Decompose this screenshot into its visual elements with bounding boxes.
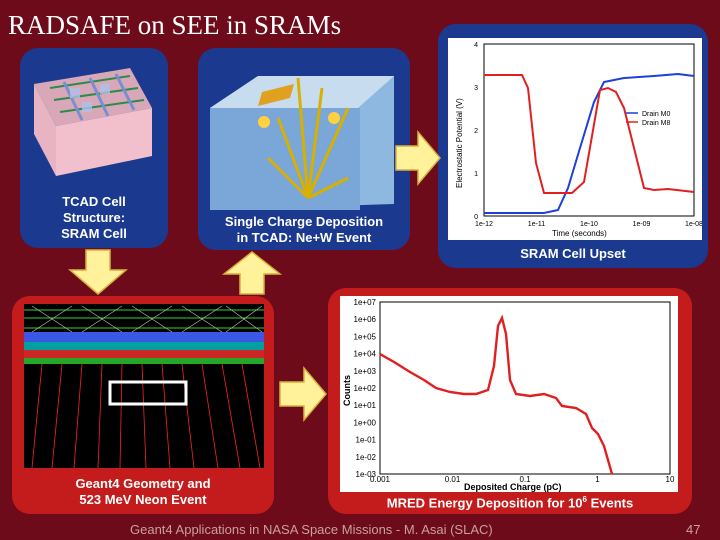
mred-x-tick: 10	[666, 475, 675, 484]
upset-y-tick: 4	[474, 42, 478, 49]
mred-caption: MRED Energy Deposition for 106 Events	[328, 492, 692, 511]
arrow-right-to-mred	[279, 365, 327, 423]
panel-sram-upset: Electrostatic Potential (V) Time (second…	[438, 24, 708, 268]
panel-tcad-cell: TCAD Cell Structure: SRAM Cell	[20, 48, 168, 248]
geant4-event-image	[24, 304, 264, 469]
panel-charge-deposition: Single Charge Deposition in TCAD: Ne+W E…	[198, 48, 410, 250]
charge-deposition-caption: Single Charge Deposition in TCAD: Ne+W E…	[224, 214, 384, 245]
mred-y-tick: 1e+02	[354, 384, 377, 393]
mred-y-tick: 1e+07	[354, 298, 377, 307]
mred-x-tick: 0.1	[519, 475, 531, 484]
mred-y-tick: 1e+01	[354, 401, 377, 410]
mred-x-tick: 0.001	[370, 475, 391, 484]
mred-y-tick: 1e+03	[354, 367, 377, 376]
slide-title: RADSAFE on SEE in SRAMs	[8, 10, 342, 40]
upset-chart: Electrostatic Potential (V) Time (second…	[455, 42, 703, 238]
mred-caption-exponent: 6	[582, 495, 587, 504]
page-number: 47	[686, 522, 701, 537]
sram-upset-caption: SRAM Cell Upset	[520, 246, 626, 261]
legend-drain-m8: Drain M8	[642, 120, 671, 127]
upset-y-tick: 2	[474, 128, 478, 135]
upset-y-axis-label: Electrostatic Potential (V)	[455, 98, 464, 188]
upset-y-tick: 3	[474, 85, 478, 92]
upset-y-tick: 0	[474, 214, 478, 221]
mred-caption-tail: Events	[586, 495, 634, 511]
sram-upset-plot: Electrostatic Potential (V) Time (second…	[448, 38, 703, 240]
upset-x-ticks: 1e-12 1e-11 1e-10 1e-09 1e-08	[475, 221, 703, 228]
arrow-down-to-geant4	[68, 249, 128, 295]
charge-deposition-image	[210, 76, 394, 210]
mred-x-tick: 1	[595, 475, 600, 484]
series-drain-m0-line	[484, 72, 695, 214]
mred-y-axis-label: Counts	[342, 375, 352, 406]
upset-y-ticks: 0 1 2 3 4	[474, 42, 478, 221]
upset-x-tick: 1e-11	[528, 221, 545, 228]
arrow-right-to-upset	[395, 129, 441, 187]
series-drain-m8-line	[484, 74, 695, 194]
mred-x-ticks: 0.001 0.01 0.1 1 10	[370, 475, 675, 484]
arrow-up-from-geant4	[222, 251, 282, 295]
mred-plot: Counts Deposited Charge (pC) 1e+07 1e+06 1…	[340, 296, 678, 492]
mred-y-tick: 1e+05	[354, 332, 377, 341]
mred-y-tick: 1e+06	[354, 315, 377, 324]
mred-y-ticks: 1e+07 1e+06 1e+05 1e+04 1e+03 1e+02 1e+01 1e+00…	[354, 298, 377, 479]
mred-x-axis-label: Deposited Charge (pC)	[464, 482, 562, 492]
mred-x-tick: 0.01	[445, 475, 461, 484]
mred-y-tick: 1e-02	[356, 453, 377, 462]
mred-distribution-line	[379, 314, 614, 475]
mred-chart: Counts Deposited Charge (pC) 1e+071e+061…	[342, 298, 675, 492]
footer-text: Geant4 Applications in NASA Space Missio…	[130, 522, 493, 537]
mred-y-tick: 1e-03	[356, 470, 377, 479]
upset-legend: Drain M0 Drain M8	[626, 111, 671, 127]
mred-caption-text: MRED Energy Deposition for 10	[386, 495, 583, 511]
upset-x-axis-label: Time (seconds)	[552, 229, 607, 238]
geant4-caption: Geant4 Geometry and 523 MeV Neon Event	[75, 476, 211, 507]
upset-x-tick: 1e-08	[685, 221, 702, 228]
upset-x-tick: 1e-09	[633, 221, 651, 228]
legend-drain-m0: Drain M0	[642, 111, 671, 118]
sram-cell-structure-image	[34, 68, 152, 176]
tcad-cell-caption: TCAD Cell Structure: SRAM Cell	[61, 194, 127, 241]
mred-y-tick: 1e-01	[356, 436, 377, 445]
panel-geant4: Geant4 Geometry and 523 MeV Neon Event	[12, 296, 274, 514]
mred-y-tick: 1e+00	[354, 418, 377, 427]
panel-mred: Counts Deposited Charge (pC) 1e+07 1e+06 1…	[328, 288, 692, 514]
upset-x-tick: 1e-10	[580, 221, 598, 228]
upset-y-tick: 1	[474, 171, 478, 178]
mred-y-tick: 1e+04	[354, 350, 377, 359]
upset-x-tick: 1e-12	[475, 221, 493, 228]
